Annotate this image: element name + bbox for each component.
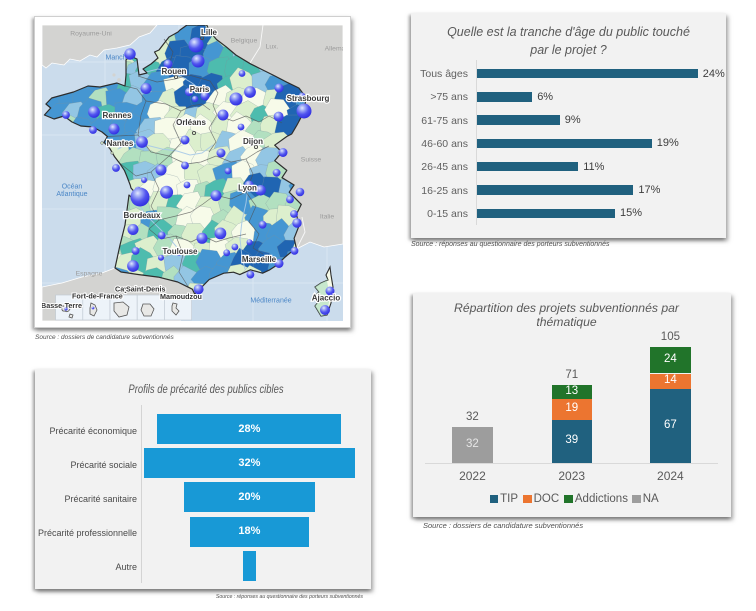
svg-text:Belgique: Belgique <box>231 38 258 45</box>
svg-text:Strasbourg: Strasbourg <box>287 94 330 103</box>
svg-text:Lille: Lille <box>201 28 218 37</box>
svg-text:Suisse: Suisse <box>301 157 322 164</box>
svg-text:Ajaccio: Ajaccio <box>312 293 341 302</box>
svg-text:Mamoudzou: Mamoudzou <box>160 292 202 301</box>
svg-text:Rouen: Rouen <box>162 67 187 76</box>
svg-text:Bordeaux: Bordeaux <box>124 211 161 220</box>
svg-text:Espagne: Espagne <box>76 271 103 278</box>
svg-text:Dijon: Dijon <box>243 137 263 146</box>
svg-text:Fort-de-France: Fort-de-France <box>72 292 123 301</box>
svg-text:Royaume-Uni: Royaume-Uni <box>70 31 112 38</box>
svg-text:Rennes: Rennes <box>103 111 132 120</box>
svg-text:Lyon: Lyon <box>238 183 257 192</box>
svg-text:Cay: Cay <box>115 285 128 294</box>
svg-text:Marseille: Marseille <box>242 255 277 264</box>
svg-text:Nantes: Nantes <box>107 139 134 148</box>
svg-text:Océan: Océan <box>62 184 83 191</box>
svg-text:Atlantique: Atlantique <box>56 191 87 198</box>
svg-text:Italie: Italie <box>320 214 335 221</box>
svg-text:Orléans: Orléans <box>176 118 206 127</box>
svg-text:Basse-Terre: Basse-Terre <box>42 301 82 310</box>
svg-text:Allema: Allema <box>325 46 343 53</box>
svg-text:Manche: Manche <box>106 55 131 62</box>
svg-text:Saint-Denis: Saint-Denis <box>126 285 166 294</box>
svg-text:Paris: Paris <box>190 85 210 94</box>
svg-text:Méditerranée: Méditerranée <box>250 298 291 305</box>
svg-text:Toulouse: Toulouse <box>163 247 199 256</box>
svg-text:Lux.: Lux. <box>266 44 279 51</box>
